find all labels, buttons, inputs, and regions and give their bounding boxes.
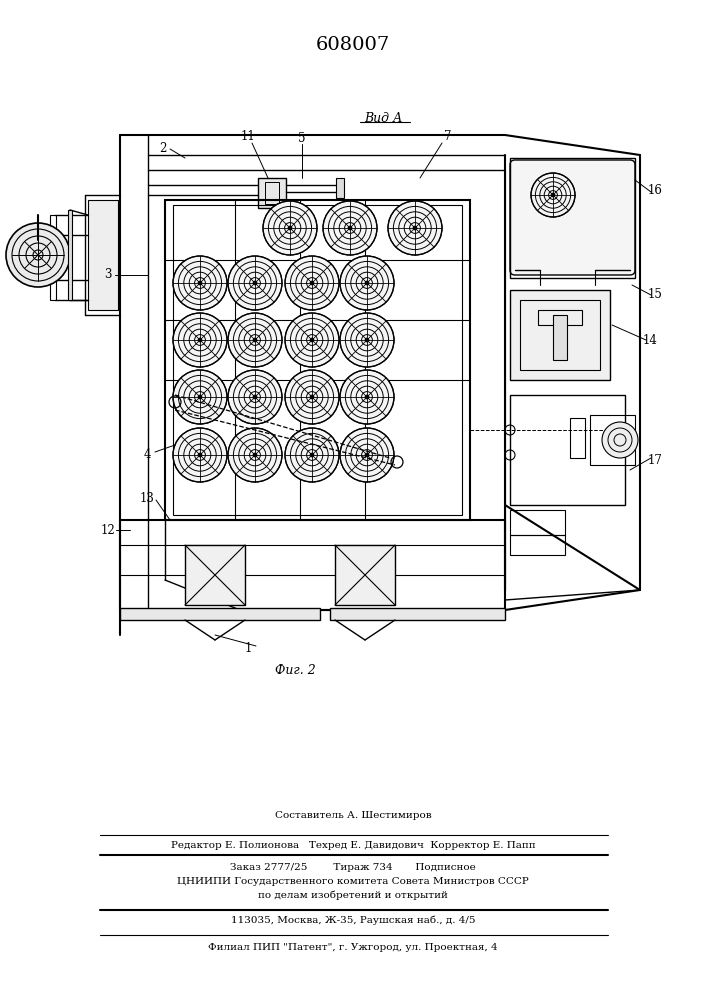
- Circle shape: [288, 226, 292, 230]
- Text: 5: 5: [298, 131, 305, 144]
- Circle shape: [253, 453, 257, 457]
- Circle shape: [310, 338, 314, 342]
- Circle shape: [228, 256, 282, 310]
- Bar: [120, 608, 320, 620]
- Bar: [50, 215, 56, 235]
- Circle shape: [198, 453, 202, 457]
- Text: 7: 7: [444, 130, 452, 143]
- Bar: [510, 158, 635, 278]
- Bar: [185, 545, 245, 605]
- Text: 4: 4: [144, 448, 151, 462]
- Bar: [258, 178, 286, 208]
- Circle shape: [228, 370, 282, 424]
- Bar: [330, 608, 505, 620]
- Circle shape: [388, 201, 442, 255]
- Circle shape: [285, 370, 339, 424]
- Circle shape: [285, 313, 339, 367]
- Bar: [510, 290, 610, 380]
- Circle shape: [365, 338, 369, 342]
- Bar: [510, 395, 625, 505]
- Text: Редактор Е. Полионова   Техред Е. Давидович  Корректор Е. Папп: Редактор Е. Полионова Техред Е. Давидови…: [170, 840, 535, 850]
- Bar: [510, 535, 565, 555]
- Circle shape: [310, 395, 314, 399]
- Bar: [510, 510, 565, 535]
- Circle shape: [198, 338, 202, 342]
- Circle shape: [310, 453, 314, 457]
- Bar: [335, 545, 395, 605]
- Circle shape: [173, 256, 227, 310]
- Text: Заказ 2777/25        Тираж 734       Подписное: Заказ 2777/25 Тираж 734 Подписное: [230, 863, 476, 872]
- Circle shape: [228, 428, 282, 482]
- Circle shape: [340, 313, 394, 367]
- Bar: [173, 205, 462, 515]
- Text: 2: 2: [159, 141, 167, 154]
- Circle shape: [340, 428, 394, 482]
- Circle shape: [173, 313, 227, 367]
- Circle shape: [602, 422, 638, 458]
- Text: 11: 11: [240, 130, 255, 143]
- Text: Филиал ПИП "Патент", г. Ужгород, ул. Проектная, 4: Филиал ПИП "Патент", г. Ужгород, ул. Про…: [208, 942, 498, 952]
- Bar: [590, 415, 635, 465]
- Bar: [520, 300, 600, 370]
- Bar: [50, 280, 56, 300]
- Circle shape: [551, 193, 555, 197]
- Text: Вид А: Вид А: [363, 111, 402, 124]
- Bar: [265, 182, 279, 204]
- Bar: [68, 210, 72, 300]
- Bar: [570, 418, 585, 458]
- Text: 15: 15: [648, 288, 662, 302]
- Text: Составитель А. Шестимиров: Составитель А. Шестимиров: [275, 810, 431, 820]
- Circle shape: [198, 395, 202, 399]
- Circle shape: [531, 173, 575, 217]
- Circle shape: [310, 281, 314, 285]
- Text: по делам изобретений и открытий: по делам изобретений и открытий: [258, 890, 448, 900]
- Circle shape: [263, 201, 317, 255]
- Text: 3: 3: [104, 268, 112, 282]
- Circle shape: [6, 223, 70, 287]
- Text: 14: 14: [643, 334, 658, 347]
- Text: ЦНИИПИ Государственного комитета Совета Министров СССР: ЦНИИПИ Государственного комитета Совета …: [177, 878, 529, 886]
- Circle shape: [413, 226, 417, 230]
- Text: 12: 12: [100, 524, 115, 536]
- Text: Фиг. 2: Фиг. 2: [274, 664, 315, 676]
- Circle shape: [348, 226, 352, 230]
- Circle shape: [365, 453, 369, 457]
- Circle shape: [173, 370, 227, 424]
- Circle shape: [323, 201, 377, 255]
- Text: 608007: 608007: [316, 36, 390, 54]
- Text: 16: 16: [648, 184, 662, 196]
- Circle shape: [365, 281, 369, 285]
- Circle shape: [253, 395, 257, 399]
- Text: 1: 1: [245, 642, 252, 654]
- Circle shape: [173, 428, 227, 482]
- Bar: [88, 200, 118, 310]
- Circle shape: [253, 338, 257, 342]
- Circle shape: [340, 370, 394, 424]
- Text: 17: 17: [648, 454, 662, 466]
- Bar: [120, 520, 505, 610]
- Circle shape: [228, 313, 282, 367]
- Circle shape: [365, 395, 369, 399]
- Bar: [336, 178, 344, 198]
- Circle shape: [285, 256, 339, 310]
- Circle shape: [285, 428, 339, 482]
- Text: 13: 13: [139, 491, 154, 504]
- Bar: [165, 200, 470, 520]
- FancyBboxPatch shape: [510, 160, 635, 275]
- Text: 113035, Москва, Ж-35, Раушская наб., д. 4/5: 113035, Москва, Ж-35, Раушская наб., д. …: [230, 915, 475, 925]
- Bar: [538, 310, 582, 325]
- Bar: [553, 315, 567, 360]
- Circle shape: [340, 256, 394, 310]
- Circle shape: [253, 281, 257, 285]
- Circle shape: [198, 281, 202, 285]
